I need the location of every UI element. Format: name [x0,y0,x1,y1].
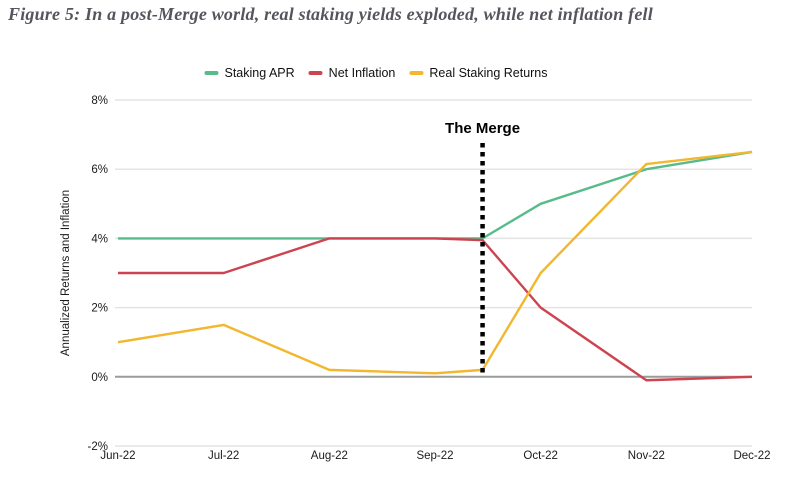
legend-label-staking-apr: Staking APR [224,66,295,80]
y-tick-label: 8% [91,95,108,107]
legend-item-staking-apr: Staking APR [204,66,295,80]
y-tick-label: 6% [91,164,108,176]
series-line-real-staking-returns [117,150,753,375]
x-tick-label: Dec-22 [733,450,770,462]
y-tick-label: 4% [91,233,108,245]
legend-marker-net-inflation [308,71,323,75]
series-lines-layer [117,150,753,382]
x-tick-label: Nov-22 [628,450,665,462]
x-tick-label: Oct-22 [523,450,558,462]
legend-marker-real-staking-returns [409,71,424,75]
legend-label-net-inflation: Net Inflation [328,66,396,80]
series-line-staking-apr [118,150,753,240]
y-axis-title: Annualized Returns and Inflation [60,190,72,356]
x-tick-label: Jun-22 [100,450,135,462]
x-tick-label: Aug-22 [311,450,348,462]
gridlines-layer: 8% 6% 4% 2% 0% -2%Jun-22 Jul-22 Aug-22 Sep-22 Oct… [88,95,771,462]
y-tick-label: 0% [91,372,108,384]
legend-item-net-inflation: Net Inflation [308,66,396,80]
chart-legend: Staking APR Net Inflation Real Staking R… [204,66,548,80]
x-tick-label: Jul-22 [208,450,239,462]
figure-title: Figure 5: In a post-Merge world, real st… [8,4,653,24]
x-tick-label: Sep-22 [416,450,453,462]
legend-marker-staking-apr [204,71,219,75]
axis-labels-layer: Annualized Returns and Inflation [60,190,72,356]
legend-label-real-staking-returns: Real Staking Returns [429,66,548,80]
merge-annotation-label: The Merge [445,120,520,137]
line-chart: 8% 6% 4% 2% 0% -2%Jun-22 Jul-22 Aug-22 Sep-22 Oct… [60,95,771,462]
series-line-net-inflation [118,237,753,382]
legend-item-real-staking-returns: Real Staking Returns [409,66,548,80]
y-tick-label: 2% [91,303,108,315]
y-tick-label: -2% [88,441,108,453]
